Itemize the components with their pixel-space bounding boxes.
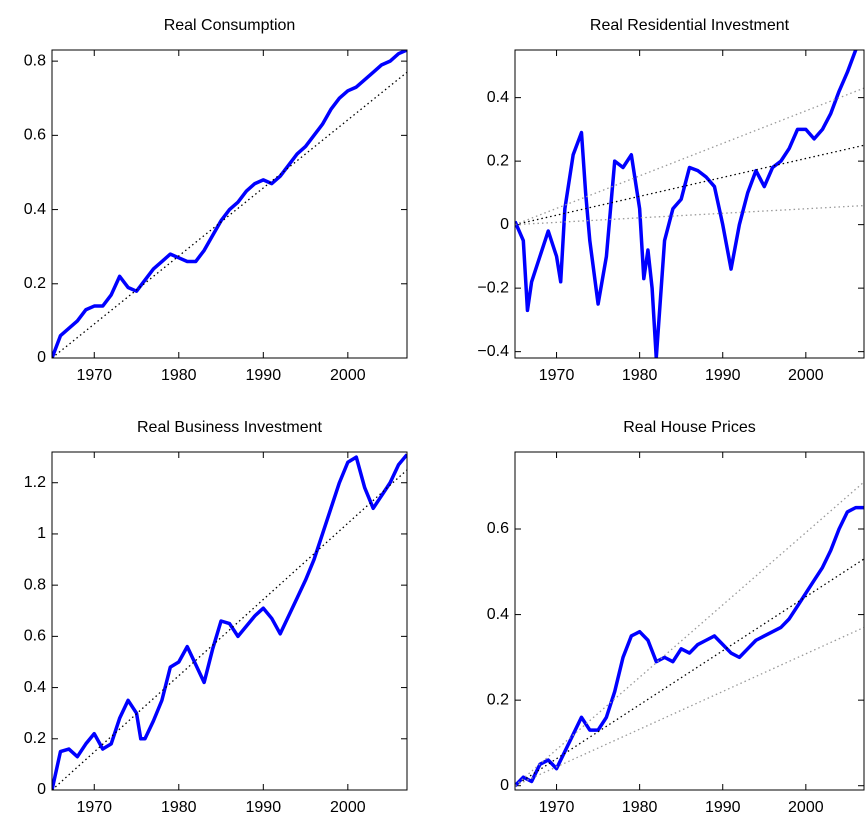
chart-title: Real Consumption bbox=[164, 17, 296, 34]
y-tick-label: −0.4 bbox=[477, 343, 509, 360]
y-tick-label: 0.6 bbox=[24, 127, 46, 144]
subplot: Real Consumption 1970 1980 1990 2000 0 0.2 0.4 0… bbox=[24, 17, 408, 384]
y-tick-label: 0.2 bbox=[24, 275, 46, 292]
series-line bbox=[515, 505, 864, 787]
y-tick-label: −0.2 bbox=[477, 279, 509, 296]
x-tick-label: 2000 bbox=[330, 367, 366, 384]
x-tick-label: 1990 bbox=[705, 799, 741, 816]
series-line bbox=[515, 558, 864, 787]
x-tick-label: 1970 bbox=[539, 367, 575, 384]
subplot: Real Residential Investment 1970 1980 1990 2… bbox=[477, 17, 865, 384]
series-line bbox=[52, 453, 407, 790]
axes-box bbox=[51, 451, 408, 791]
chart-title: Real Business Investment bbox=[137, 419, 323, 436]
series-line bbox=[515, 144, 864, 226]
y-tick-label: 0.6 bbox=[487, 520, 509, 537]
series-line bbox=[515, 87, 864, 226]
chart-title: Real Residential Investment bbox=[590, 17, 790, 34]
x-tick-label: 1980 bbox=[161, 367, 197, 384]
x-tick-label: 1980 bbox=[622, 799, 658, 816]
y-tick-label: 0.6 bbox=[24, 628, 46, 645]
y-tick-label: 0.2 bbox=[24, 730, 46, 747]
y-tick-label: 0.4 bbox=[487, 606, 509, 623]
y-tick-label: 0 bbox=[37, 781, 46, 798]
y-tick-label: 0.4 bbox=[24, 201, 46, 218]
x-tick-label: 1990 bbox=[246, 367, 282, 384]
y-tick-label: 0 bbox=[37, 349, 46, 366]
y-tick-label: 0.8 bbox=[24, 52, 46, 69]
y-tick-label: 0.4 bbox=[24, 679, 46, 696]
y-tick-label: 1.2 bbox=[24, 474, 46, 491]
y-tick-label: 0.2 bbox=[487, 152, 509, 169]
y-tick-label: 0.4 bbox=[487, 89, 509, 106]
y-tick-label: 1 bbox=[37, 525, 46, 542]
y-tick-label: 0.8 bbox=[24, 576, 46, 593]
x-tick-label: 1990 bbox=[246, 799, 282, 816]
axes-box bbox=[514, 49, 865, 359]
x-tick-label: 1970 bbox=[76, 367, 112, 384]
subplot: Real House Prices 1970 1980 1990 2000 0 0.2 0.4… bbox=[487, 419, 865, 816]
axes-box bbox=[51, 49, 408, 359]
x-tick-label: 1970 bbox=[76, 799, 112, 816]
subplot: Real Business Investment 1970 1980 1990 2000… bbox=[24, 419, 408, 816]
series-line bbox=[515, 50, 859, 358]
series-line bbox=[515, 481, 864, 787]
y-tick-label: 0.2 bbox=[487, 691, 509, 708]
series-line bbox=[515, 204, 864, 226]
series-line bbox=[52, 71, 407, 358]
x-tick-label: 2000 bbox=[788, 799, 824, 816]
x-tick-label: 2000 bbox=[330, 799, 366, 816]
series-line bbox=[52, 50, 407, 358]
y-tick-label: 0 bbox=[500, 216, 509, 233]
x-tick-label: 1990 bbox=[705, 367, 741, 384]
axes-box bbox=[514, 451, 865, 791]
chart-title: Real House Prices bbox=[623, 419, 756, 436]
x-tick-label: 2000 bbox=[788, 367, 824, 384]
series-line bbox=[515, 626, 864, 787]
x-tick-label: 1970 bbox=[539, 799, 575, 816]
x-tick-label: 1980 bbox=[161, 799, 197, 816]
x-tick-label: 1980 bbox=[622, 367, 658, 384]
y-tick-label: 0 bbox=[500, 777, 509, 794]
series-line bbox=[52, 469, 407, 790]
